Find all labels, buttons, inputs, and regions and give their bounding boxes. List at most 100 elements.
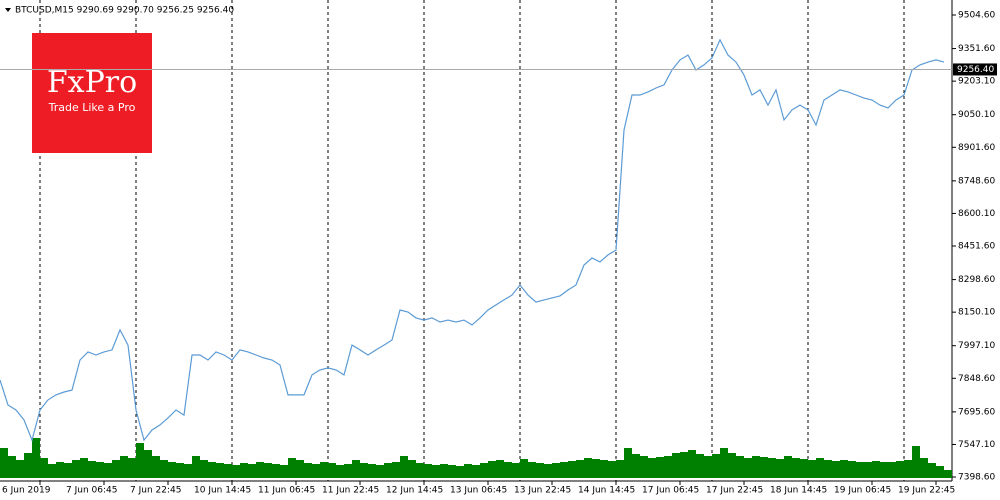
volume-bar [280,465,288,478]
volume-bar [144,450,152,478]
volume-bar [456,466,464,478]
volume-bar [400,456,408,478]
y-tick-label: 8748.60 [958,176,995,186]
y-tick-label: 7997.10 [958,341,995,351]
volume-bar [528,462,536,478]
plot [0,38,952,478]
volume-bar [600,460,608,478]
volume-bar [568,461,576,478]
volume-bar [640,456,648,478]
volume-bar [232,465,240,478]
volume-bar [608,461,616,478]
volume-bar [696,454,704,478]
volume-bar [392,462,400,478]
volume-bar [688,450,696,478]
y-tick-label: 7547.10 [958,440,995,450]
volume-bar [8,456,16,478]
volume-bar [40,458,48,478]
x-tick-label: 7 Jun 22:45 [130,486,181,496]
y-tick-label: 7695.60 [958,407,995,417]
volume-bar [480,463,488,478]
volume-bar [536,463,544,478]
volume-bar [72,460,80,478]
x-tick-label: 17 Jun 06:45 [642,486,699,496]
x-tick-label: 10 Jun 14:45 [194,486,251,496]
volume-bar [192,456,200,478]
x-tick-label: 17 Jun 22:45 [706,486,763,496]
volume-bar [632,454,640,478]
volume-bar [840,460,848,478]
volume-bar [720,448,728,478]
volume-bar [224,464,232,478]
volume-bar [328,463,336,478]
y-tick-label: 8600.10 [958,209,995,219]
volume-bar [560,462,568,478]
menu-arrow[interactable] [5,8,11,12]
volume-bar [752,456,760,478]
volume-bar [944,470,952,478]
x-tick-label: 7 Jun 06:45 [66,486,117,496]
volume-bar [168,462,176,478]
volume-bar [432,465,440,478]
volume-bar [736,456,744,478]
volume-bar [16,460,24,478]
volume-bar [872,461,880,478]
volume-bar [616,460,624,478]
y-tick-label: 7398.60 [958,473,995,483]
volume-bar [104,463,112,478]
volume-bar [704,456,712,478]
x-tick-label: 18 Jun 14:45 [770,486,827,496]
volume-bar [680,452,688,478]
header: BTCUSD,M15 9290.69 9290.70 9256.25 9256.… [15,6,234,16]
volume-bar [152,456,160,478]
x-tick-label: 13 Jun 22:45 [514,486,571,496]
volume-bar [648,458,656,478]
volume-bar [248,464,256,478]
volume-bar [520,459,528,478]
volume-bar [336,465,344,478]
volume-bar [264,463,272,478]
y-tick-label: 8298.60 [958,275,995,285]
y-tick-label: 7848.60 [958,374,995,384]
volume-bar [0,448,8,478]
volume-bar [584,458,592,478]
volume-bar [624,448,632,478]
volume-bar [792,458,800,478]
volume-bar [864,462,872,478]
volume-bar [208,462,216,478]
volume-bar [48,464,56,478]
volume-bar [320,462,328,478]
volume-bar [848,461,856,478]
volume-bar [416,463,424,478]
volume-bar [344,464,352,478]
volume-bar [936,466,944,478]
volume-bar [656,457,664,478]
volume-bar [288,458,296,478]
volume-bar [928,463,936,478]
volume-bar [880,462,888,478]
volume-bar [184,464,192,478]
last-price-box [953,63,997,76]
y-tick-label: 8901.60 [958,143,995,153]
volume-bar [832,461,840,478]
y-tick-label: 8451.60 [958,242,995,252]
volume-bar [896,461,904,478]
volume-bar [136,443,144,478]
x-tick-label: 19 Jun 06:45 [834,486,891,496]
volume-bar [424,464,432,478]
volume-bar [760,457,768,478]
volume-bar [904,460,912,478]
logo-box [32,33,152,153]
x-tick-label: 13 Jun 06:45 [450,486,507,496]
x-tick-label: 11 Jun 06:45 [258,486,315,496]
logo-title: FxPro [47,65,137,100]
volume-bar [784,456,792,478]
volume-bar [32,438,40,478]
x-tick-label: 12 Jun 14:45 [386,486,443,496]
volume-bar [296,460,304,478]
volume-bar [576,460,584,478]
volume-bar [120,456,128,478]
volume-bar [672,453,680,478]
volume-bar [56,462,64,478]
volume-bar [856,462,864,478]
